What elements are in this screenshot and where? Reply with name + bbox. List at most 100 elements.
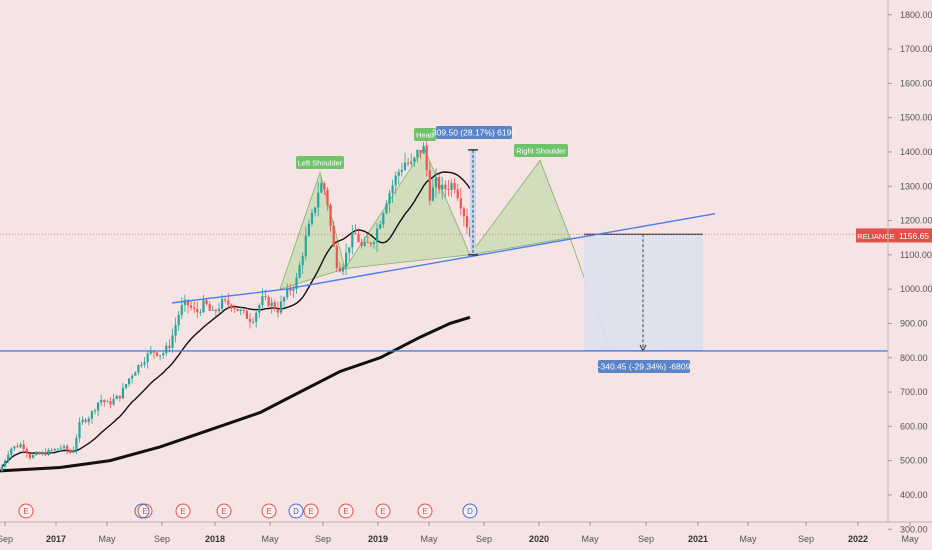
- candle-up: [341, 266, 345, 272]
- candle-up: [97, 402, 100, 411]
- candle-up: [258, 305, 261, 313]
- candle-up: [450, 183, 453, 190]
- event-marker-label: E: [308, 507, 313, 516]
- candle-up: [10, 448, 13, 455]
- candle-down: [168, 345, 171, 348]
- time-tick-label: May: [901, 534, 919, 544]
- candle-down: [456, 189, 459, 199]
- earnings-marker: [417, 503, 433, 519]
- candle-up: [307, 223, 310, 236]
- candle-up: [388, 193, 391, 204]
- candle-up: [422, 145, 425, 154]
- candle-down: [44, 452, 47, 455]
- candle-down: [329, 205, 332, 226]
- candle-up: [140, 364, 143, 366]
- earnings-marker: [303, 503, 319, 519]
- candle-down: [366, 241, 369, 243]
- candle-down: [236, 308, 239, 311]
- time-tick-label: 2022: [848, 534, 868, 544]
- price-axis[interactable]: 1800.00 1700.00 1600.00 1500.00 1400.00 1300.…: [887, 0, 932, 534]
- dividend-marker: [134, 503, 150, 519]
- candle-up: [400, 169, 403, 172]
- candle-up: [199, 312, 202, 314]
- candle-up: [4, 460, 7, 467]
- candle-up: [72, 450, 75, 453]
- time-tick-label: Sep: [798, 534, 814, 544]
- candle-down: [109, 401, 112, 405]
- price-tick-label: 1400.00: [900, 147, 932, 157]
- candle-down: [407, 162, 410, 164]
- candle-up: [286, 288, 289, 298]
- candle-up: [41, 452, 44, 455]
- candle-down: [323, 183, 326, 190]
- candle-up: [363, 241, 366, 246]
- candle-up: [345, 252, 348, 267]
- candle-down: [248, 318, 252, 322]
- price-tick-label: 400.00: [900, 490, 928, 500]
- candle-up: [320, 183, 323, 193]
- candle-up: [239, 309, 242, 311]
- candlestick-series: [0, 140, 472, 472]
- last-price-tag: 1156.65: [899, 231, 929, 241]
- candle-down: [369, 242, 372, 244]
- time-tick-label: May: [739, 534, 757, 544]
- candle-up: [376, 228, 379, 243]
- dividend-marker: [462, 503, 478, 519]
- dividend-marker: [288, 503, 304, 519]
- candle-up: [434, 177, 438, 188]
- price-tick-label: 1600.00: [900, 78, 932, 88]
- candle-up: [124, 384, 128, 388]
- candle-down: [264, 296, 267, 298]
- candle-down: [50, 449, 53, 451]
- left-shoulder-label: Left Shoulder: [298, 159, 343, 168]
- candle-up: [47, 449, 50, 455]
- candle-down: [289, 288, 292, 291]
- event-marker-label: E: [422, 507, 427, 516]
- price-tick-label: 1200.00: [900, 216, 932, 226]
- candle-down: [227, 300, 230, 305]
- candle-down: [233, 308, 236, 310]
- earnings-marker: [338, 503, 354, 519]
- candle-down: [224, 299, 227, 301]
- candle-up: [7, 454, 10, 461]
- candle-down: [25, 449, 28, 454]
- candle-down: [273, 302, 276, 309]
- candle-up: [134, 372, 137, 376]
- time-tick-label: 2019: [368, 534, 388, 544]
- time-tick-label: May: [420, 534, 438, 544]
- candle-up: [165, 345, 168, 354]
- candle-up: [298, 265, 301, 278]
- candle-up: [202, 300, 205, 313]
- price-tick-label: 1800.00: [900, 10, 932, 20]
- candle-down: [242, 309, 245, 311]
- candle-up: [78, 422, 81, 439]
- event-marker-label: E: [23, 507, 28, 516]
- candle-down: [360, 242, 363, 246]
- candle-up: [177, 314, 180, 326]
- event-marker-label: D: [293, 507, 299, 516]
- candle-up: [255, 312, 258, 322]
- candle-down: [453, 183, 456, 190]
- candle-down: [438, 177, 441, 190]
- candle-up: [115, 395, 118, 400]
- trendlines[interactable]: [0, 149, 888, 352]
- candle-up: [441, 184, 444, 190]
- candle-up: [301, 256, 304, 266]
- candle-up: [310, 212, 314, 224]
- candle-up: [149, 350, 152, 354]
- candle-up: [137, 364, 140, 373]
- candle-up: [394, 175, 397, 186]
- earnings-marker: [175, 503, 191, 519]
- time-tick-label: Sep: [315, 534, 331, 544]
- time-tick-label: 2020: [529, 534, 549, 544]
- candle-up: [53, 448, 56, 451]
- price-tick-label: 300.00: [900, 524, 928, 534]
- candle-up: [279, 301, 283, 313]
- candle-up: [317, 192, 320, 208]
- time-tick-label: 2021: [688, 534, 708, 544]
- candle-up: [295, 277, 298, 289]
- time-axis[interactable]: Sep 2017 May Sep 2018 May Sep 2019 May Sep 2020 May…: [0, 521, 932, 544]
